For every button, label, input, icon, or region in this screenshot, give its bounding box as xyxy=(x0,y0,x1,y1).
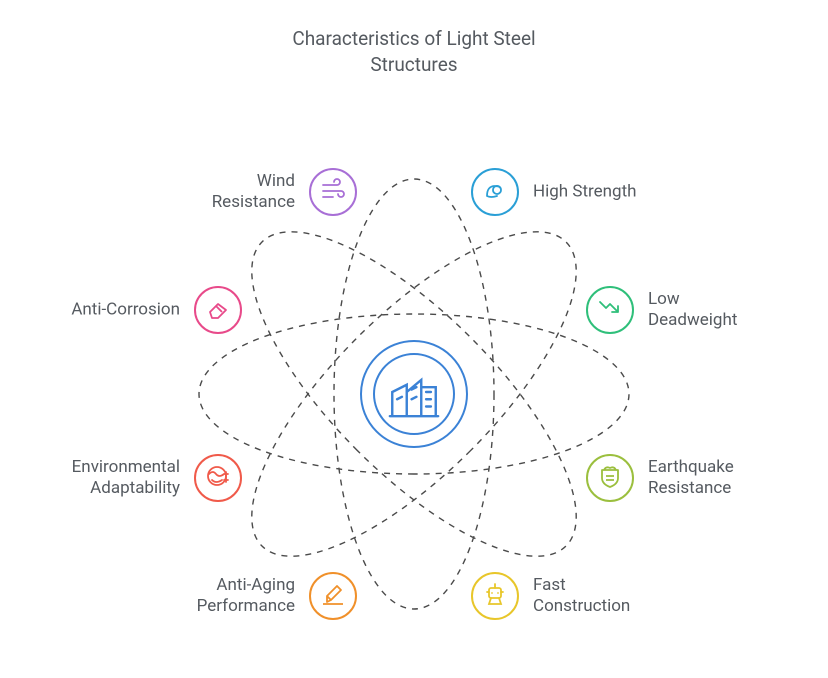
node-deadweight: Low Deadweight xyxy=(586,286,634,334)
node-circle-earthquake: Earthquake Resistance xyxy=(586,454,634,502)
node-circle-wind: Wind Resistance xyxy=(309,168,357,216)
building-icon xyxy=(385,363,443,425)
center-inner-ring xyxy=(373,353,455,435)
node-circle-aging: Anti-Aging Performance xyxy=(309,572,357,620)
node-label-wind: Wind Resistance xyxy=(115,171,295,214)
node-aging: Anti-Aging Performance xyxy=(309,572,357,620)
node-circle-fast: Fast Construction xyxy=(471,572,519,620)
node-label-corrosion: Anti-Corrosion xyxy=(0,299,180,320)
arm-icon xyxy=(481,176,509,208)
center-outer-ring xyxy=(360,340,468,448)
shield-icon xyxy=(596,462,624,494)
node-environment: Environmental Adaptability xyxy=(194,454,242,502)
arrow-down-icon xyxy=(596,294,624,326)
node-circle-corrosion: Anti-Corrosion xyxy=(194,286,242,334)
wind-icon xyxy=(319,176,347,208)
node-circle-environment: Environmental Adaptability xyxy=(194,454,242,502)
node-circle-deadweight: Low Deadweight xyxy=(586,286,634,334)
node-label-environment: Environmental Adaptability xyxy=(0,457,180,500)
node-fast: Fast Construction xyxy=(471,572,519,620)
node-strength: High Strength xyxy=(471,168,519,216)
node-label-fast: Fast Construction xyxy=(533,575,713,618)
node-corrosion: Anti-Corrosion xyxy=(194,286,242,334)
robot-icon xyxy=(481,580,509,612)
eraser-icon xyxy=(204,294,232,326)
node-label-aging: Anti-Aging Performance xyxy=(115,575,295,618)
globe-icon xyxy=(204,462,232,494)
node-label-deadweight: Low Deadweight xyxy=(648,289,828,332)
node-earthquake: Earthquake Resistance xyxy=(586,454,634,502)
pen-icon xyxy=(319,580,347,612)
node-circle-strength: High Strength xyxy=(471,168,519,216)
node-label-strength: High Strength xyxy=(533,181,713,202)
node-wind: Wind Resistance xyxy=(309,168,357,216)
node-label-earthquake: Earthquake Resistance xyxy=(648,457,828,500)
